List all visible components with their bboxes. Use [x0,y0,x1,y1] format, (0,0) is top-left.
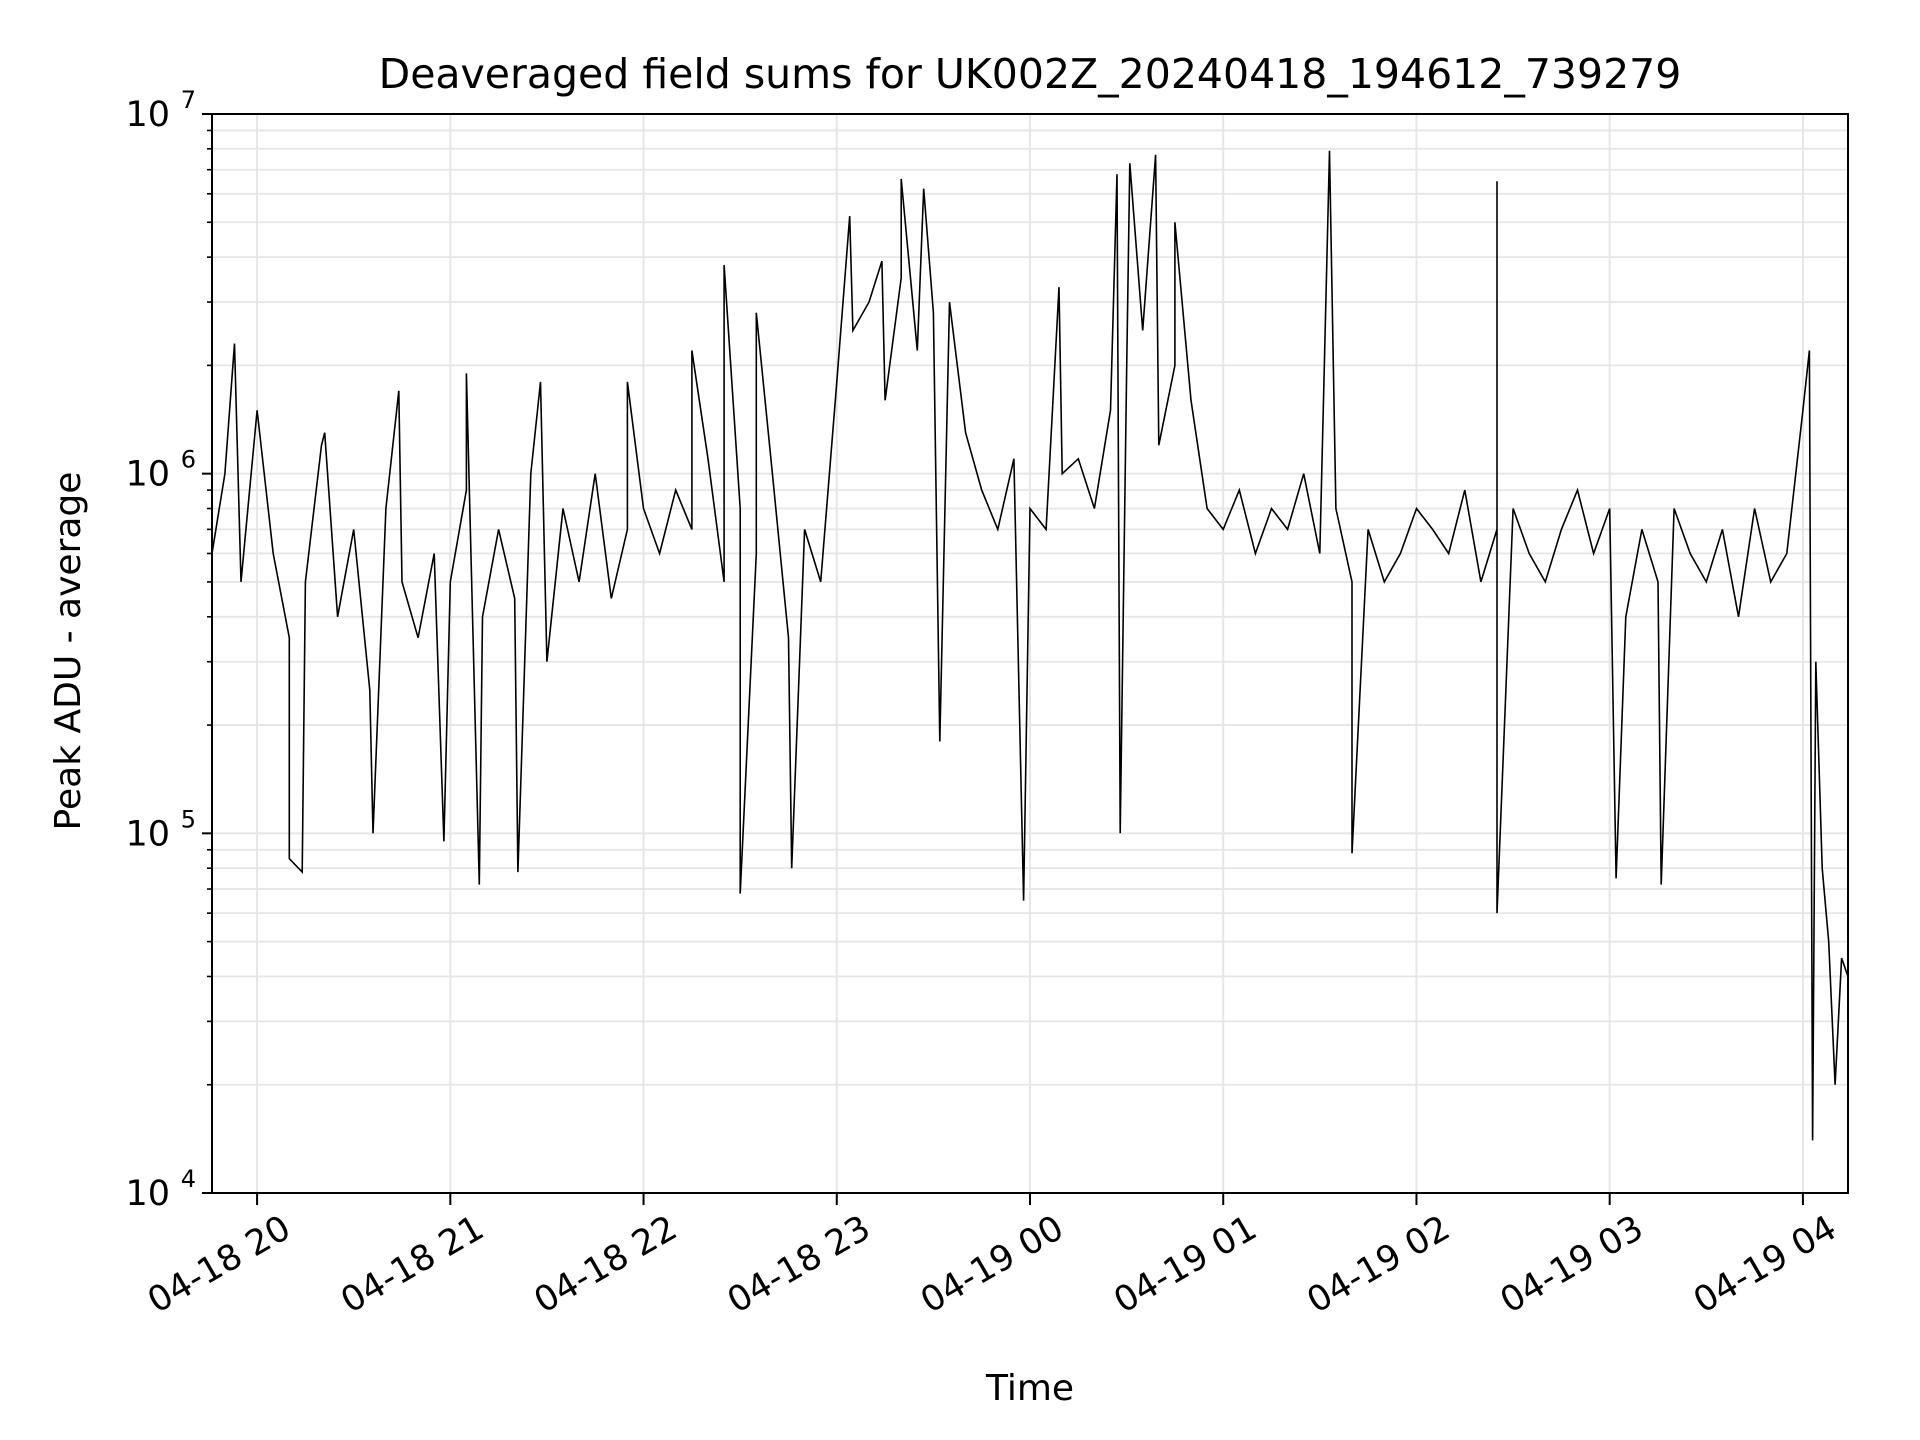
y-tick-exponent: 6 [181,446,196,474]
y-tick-exponent: 5 [181,805,196,833]
y-tick-label: 10 [125,95,170,135]
y-tick-label: 10 [125,814,170,854]
y-tick-label: 10 [125,1174,170,1214]
y-axis-label: Peak ADU - average [48,472,89,831]
chart-title: Deaveraged field sums for UK002Z_2024041… [379,50,1682,98]
grid-lines [212,114,1848,1194]
y-tick-label: 10 [125,455,170,495]
series-line [211,150,1849,1141]
plot-area [211,150,1849,1141]
x-axis-label: Time [985,1368,1074,1409]
y-tick-exponent: 7 [181,86,196,114]
y-tick-exponent: 4 [181,1165,196,1193]
